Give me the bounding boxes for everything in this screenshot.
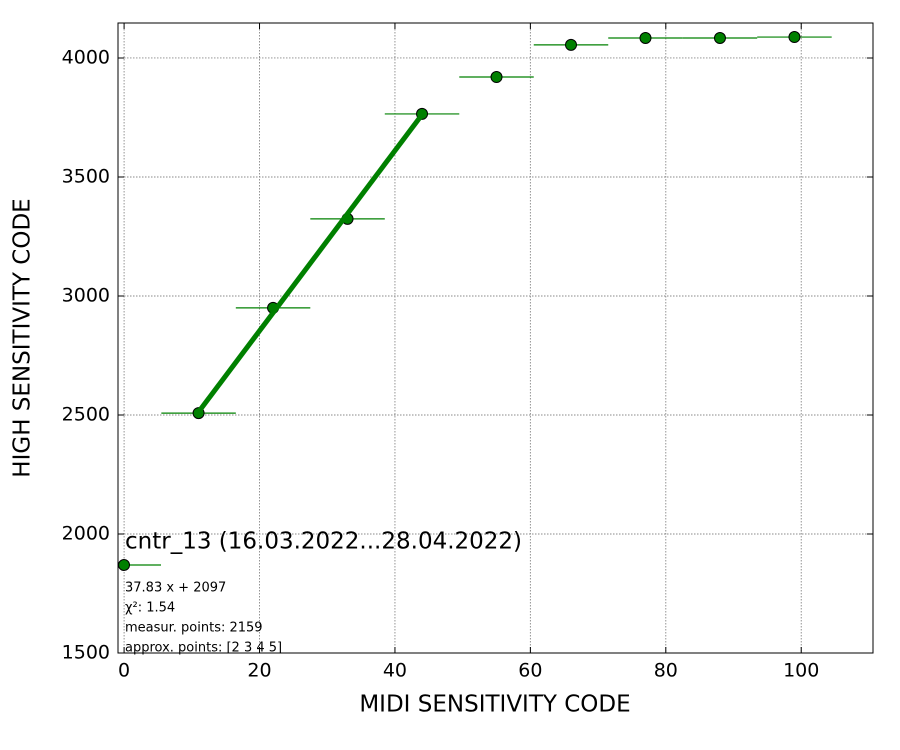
x-tick-label: 100 — [783, 660, 819, 682]
fit-line — [196, 113, 425, 414]
x-tick-label: 80 — [654, 660, 678, 682]
x-tick-label: 40 — [383, 660, 407, 682]
data-point — [565, 38, 577, 51]
y-tick-label: 2500 — [62, 403, 110, 425]
x-tick-label: 20 — [247, 660, 271, 682]
y-tick-label: 2000 — [62, 522, 110, 544]
y-tick-label: 1500 — [62, 642, 110, 664]
plot-frame — [117, 22, 874, 654]
y-tick-label: 4000 — [62, 46, 110, 68]
x-tick-label: 60 — [518, 660, 542, 682]
data-point — [490, 71, 503, 84]
annotation: 37.83 x + 2097 — [125, 581, 226, 596]
legend-handle — [118, 559, 130, 571]
x-axis-label: MIDI SENSITIVITY CODE — [359, 692, 630, 718]
legend-label: cntr_13 (16.03.2022...28.04.2022) — [125, 529, 522, 555]
data-point — [639, 31, 652, 44]
data-point — [788, 31, 801, 44]
data-point — [713, 31, 726, 44]
y-axis-label: HIGH SENSITIVITY CODE — [10, 198, 36, 477]
y-tick-label: 3500 — [62, 165, 110, 187]
annotation: measur. points: 2159 — [125, 621, 263, 636]
x-tick-label: 0 — [118, 660, 130, 682]
annotation: approx. points: [2 3 4 5] — [125, 641, 282, 656]
annotation: χ²: 1.54 — [125, 601, 175, 616]
y-tick-label: 3000 — [62, 284, 110, 306]
